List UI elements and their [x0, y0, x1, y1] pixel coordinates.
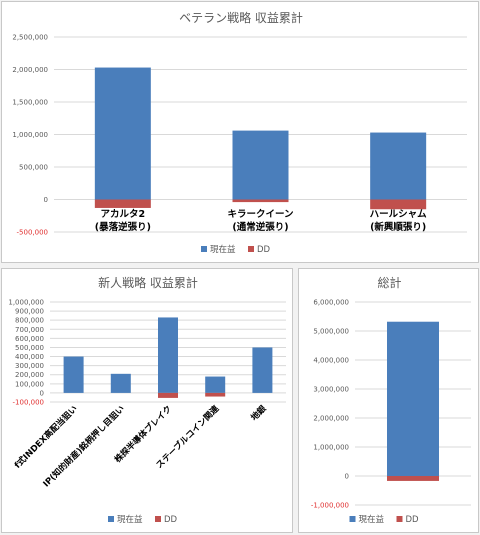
y-tick-label: 100,000 [15, 380, 44, 388]
y-tick-label: 0 [345, 473, 349, 481]
y-tick-label: 1,000,000 [313, 444, 349, 452]
chart-title: 総計 [377, 275, 401, 290]
legend-swatch-dd [396, 516, 403, 522]
y-tick-label: 700,000 [15, 326, 44, 334]
y-tick-label: 4,000,000 [313, 357, 349, 365]
y-tick-label: 900,000 [15, 308, 44, 316]
legend-label-dd: DD [257, 245, 271, 255]
y-tick-label: 2,000,000 [12, 66, 48, 74]
total-chart-panel: 総計 -1,000,000 0 1,000,000 2,000,000 3,000,000… [298, 268, 479, 533]
category-label: 地銀 [249, 403, 269, 423]
y-tick-label: 6,000,000 [313, 299, 349, 307]
y-tick-label: 500,000 [15, 344, 44, 352]
dd-bar [370, 199, 427, 210]
legend-swatch-profit [108, 516, 114, 522]
dd-bar [158, 392, 178, 398]
y-tick-label: 5,000,000 [313, 328, 349, 336]
dd-bar [205, 392, 226, 397]
profit-bar [252, 347, 273, 393]
category-label: IP(知的財産)銘柄押し目狙い [41, 403, 127, 489]
dd-bar [94, 199, 151, 208]
y-tick-label: 3,000,000 [313, 386, 349, 394]
category-label: (通常逆張り) [232, 221, 288, 233]
y-tick-label: 1,000,000 [12, 131, 48, 139]
y-tick-label: -100,000 [13, 399, 44, 407]
legend-label-profit: 現在益 [359, 514, 385, 525]
profit-bar [370, 132, 427, 200]
legend-swatch-dd [248, 246, 254, 252]
legend-swatch-profit [349, 516, 356, 522]
y-tick-label: 0 [44, 196, 48, 204]
legend-label-dd: DD [406, 515, 420, 525]
y-tick-label: -500,000 [17, 229, 48, 237]
y-tick-label: -1,000,000 [311, 502, 349, 510]
category-label: (暴落逆張り) [95, 221, 151, 233]
veteran-strategy-chart-panel: ベテラン戦略 収益累計 -500,000 0 500,000 1,000,000 1,50… [1, 1, 479, 263]
legend-label-profit: 現在益 [117, 514, 143, 525]
profit-bar [232, 130, 289, 200]
chart-title: 新人戦略 収益累計 [98, 275, 198, 290]
legend-swatch-dd [155, 516, 161, 522]
y-tick-label: 1,500,000 [12, 99, 48, 107]
y-tick-label: 600,000 [15, 335, 44, 343]
profit-bar [63, 356, 84, 393]
y-tick-label: 400,000 [15, 353, 44, 361]
y-tick-label: 1,000,000 [8, 299, 44, 307]
category-label: キラークイーン [227, 209, 293, 220]
y-tick-label: 800,000 [15, 317, 44, 325]
dd-bar [232, 199, 289, 203]
category-label: ハールシャム [370, 209, 428, 220]
profit-bar [94, 67, 151, 200]
y-tick-label: 0 [40, 389, 44, 397]
veteran-strategy-chart: ベテラン戦略 収益累計 -500,000 0 500,000 1,000,000 1,50… [12, 10, 467, 255]
profit-bar [387, 321, 439, 476]
profit-bar [110, 373, 131, 393]
chart-title: ベテラン戦略 収益累計 [179, 10, 303, 25]
y-tick-label: 300,000 [15, 362, 44, 370]
rookie-strategy-chart-panel: 新人戦略 収益累計 -100,000 0 100,000 200,000 300,000 4… [1, 268, 293, 533]
dd-bar [387, 476, 439, 481]
profit-bar [205, 376, 226, 393]
y-tick-label: 500,000 [19, 164, 48, 172]
legend-label-dd: DD [164, 515, 178, 525]
y-tick-label: 2,000,000 [313, 415, 349, 423]
category-label: アカルタ2 [101, 208, 146, 220]
total-chart: 総計 -1,000,000 0 1,000,000 2,000,000 3,000,000… [311, 275, 471, 525]
legend-label-profit: 現在益 [210, 244, 236, 255]
legend-swatch-profit [201, 246, 207, 252]
profit-bar [158, 317, 178, 393]
y-tick-label: 200,000 [15, 371, 44, 379]
category-label: (新興順張り) [370, 221, 426, 233]
rookie-strategy-chart: 新人戦略 収益累計 -100,000 0100,000200,000300,0004… [8, 275, 286, 525]
y-tick-label: 2,500,000 [12, 34, 48, 42]
